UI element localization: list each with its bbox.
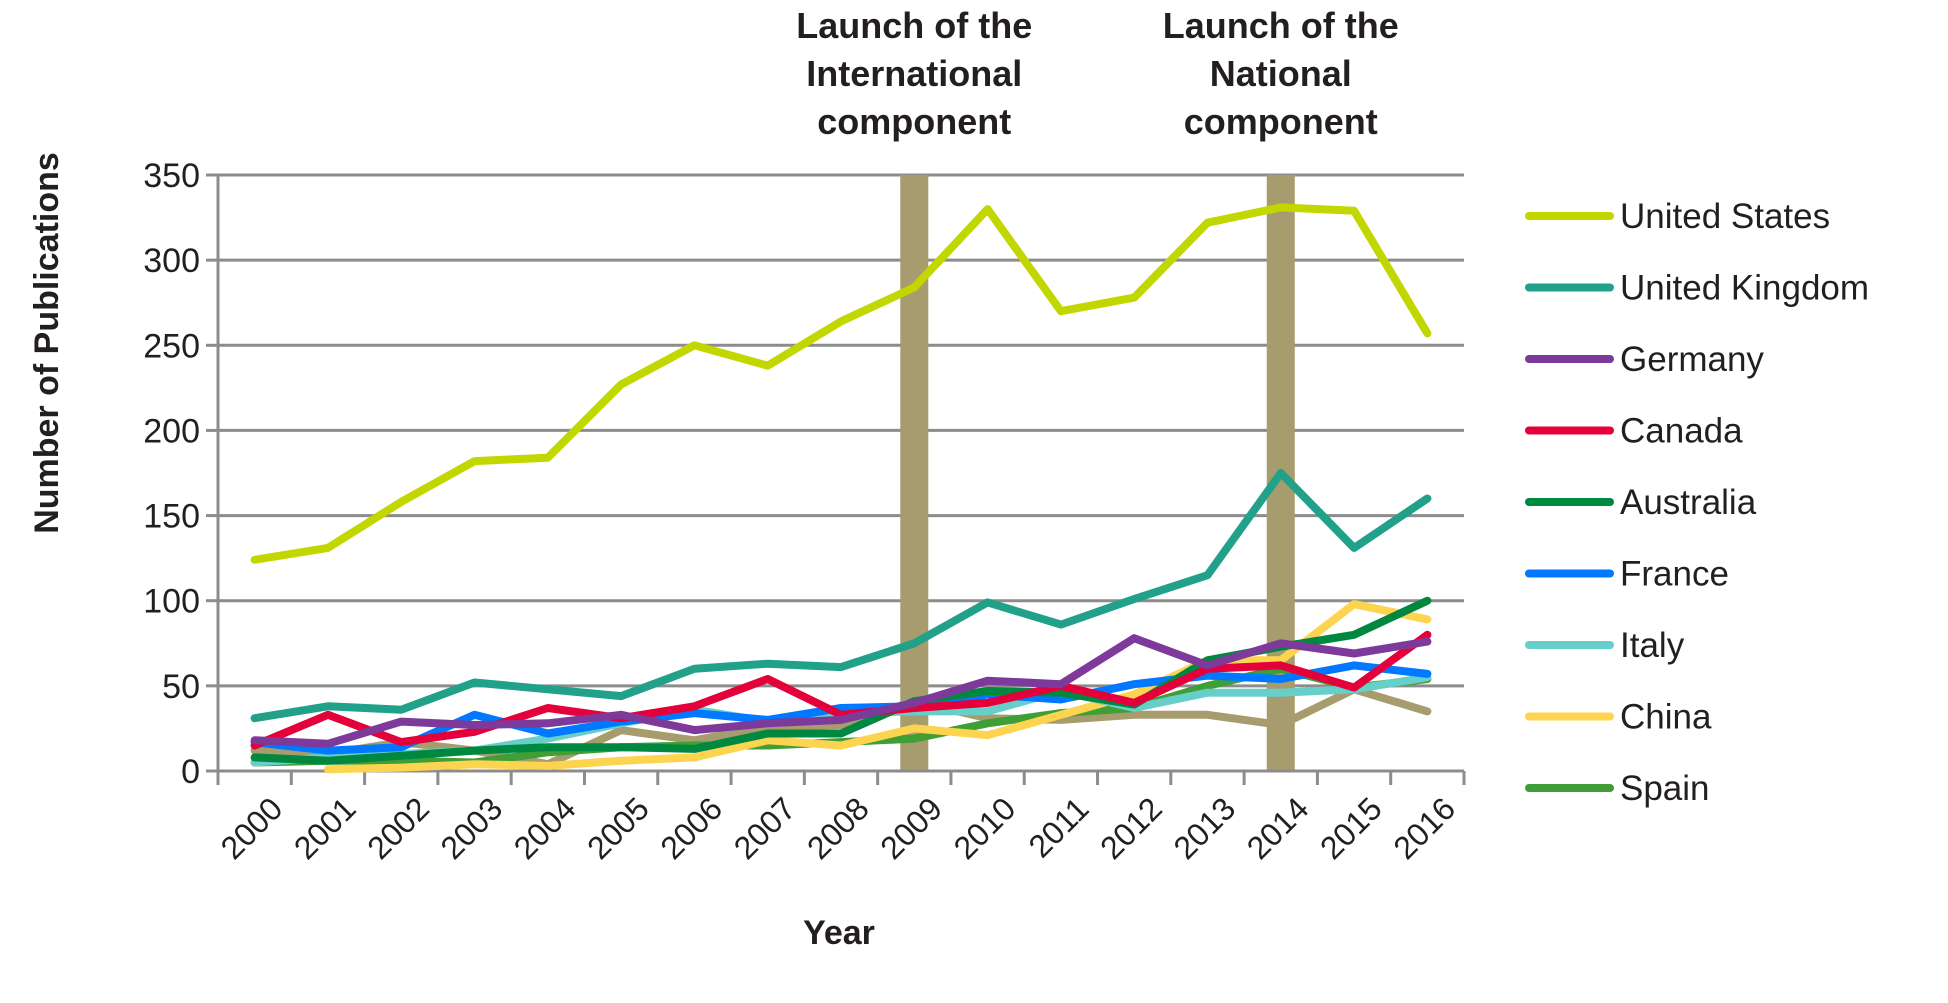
- series-line-germany: [250, 634, 1432, 748]
- annotation-text: component: [817, 101, 1011, 142]
- annotation-text: International: [806, 53, 1022, 94]
- x-tick-label: 2003: [434, 790, 510, 866]
- series-line-united-states: [250, 203, 1432, 564]
- legend-label: United States: [1620, 197, 1830, 236]
- axes: 0501001502002503003502000200120022003200…: [143, 157, 1466, 866]
- legend-label: United Kingdom: [1620, 269, 1869, 308]
- legend-label: Italy: [1620, 626, 1685, 665]
- legend-label: France: [1620, 555, 1729, 594]
- series-line-canada: [250, 630, 1432, 750]
- y-tick-label: 0: [181, 753, 200, 791]
- x-tick-label: 2006: [653, 790, 729, 866]
- x-tick-label: 2016: [1386, 790, 1462, 866]
- x-tick-label: 2005: [580, 790, 656, 866]
- x-tick-label: 2012: [1093, 790, 1169, 866]
- x-tick-label: 2009: [873, 790, 949, 866]
- legend-label: Spain: [1620, 769, 1710, 808]
- x-tick-label: 2011: [1022, 790, 1096, 864]
- x-tick-label: 2002: [360, 790, 436, 866]
- legend-label: Canada: [1620, 412, 1743, 451]
- y-tick-label: 300: [143, 242, 200, 280]
- x-tick-label: 2008: [800, 790, 876, 866]
- x-tick-label: 2007: [727, 790, 803, 866]
- y-tick-label: 250: [143, 327, 200, 365]
- x-tick-label: 2013: [1166, 790, 1242, 866]
- x-tick-label: 2015: [1313, 790, 1389, 866]
- y-tick-label: 50: [162, 668, 200, 706]
- x-tick-label: 2014: [1240, 790, 1316, 866]
- x-tick-label: 2001: [287, 790, 363, 866]
- y-tick-label: 350: [143, 157, 200, 195]
- annotation-text: Launch of the: [796, 5, 1032, 46]
- x-tick-label: 2004: [507, 790, 583, 866]
- x-axis-title: Year: [803, 914, 875, 952]
- annotation-text: Launch of the: [1163, 5, 1399, 46]
- y-axis-title: Number of Publications: [28, 152, 66, 534]
- y-tick-label: 100: [143, 583, 200, 621]
- series-line-united-kingdom: [250, 469, 1432, 723]
- x-tick-label: 2010: [947, 790, 1023, 866]
- gridlines: [218, 173, 1464, 688]
- annotation-text: National: [1210, 53, 1352, 94]
- legend: United States United Kingdom Germany Canada…: [1525, 197, 1869, 808]
- legend-label: China: [1620, 698, 1712, 737]
- series-lines: [250, 203, 1432, 774]
- annotation-text: component: [1184, 101, 1378, 142]
- y-tick-label: 150: [143, 498, 200, 536]
- y-tick-label: 200: [143, 412, 200, 450]
- x-tick-label: 2000: [214, 790, 290, 866]
- series-line-china: [323, 600, 1432, 774]
- legend-label: Australia: [1620, 483, 1757, 522]
- annotations: Launch of the International component Launc…: [796, 5, 1398, 142]
- legend-label: Germany: [1620, 340, 1764, 379]
- launch-band-2009: [900, 175, 929, 771]
